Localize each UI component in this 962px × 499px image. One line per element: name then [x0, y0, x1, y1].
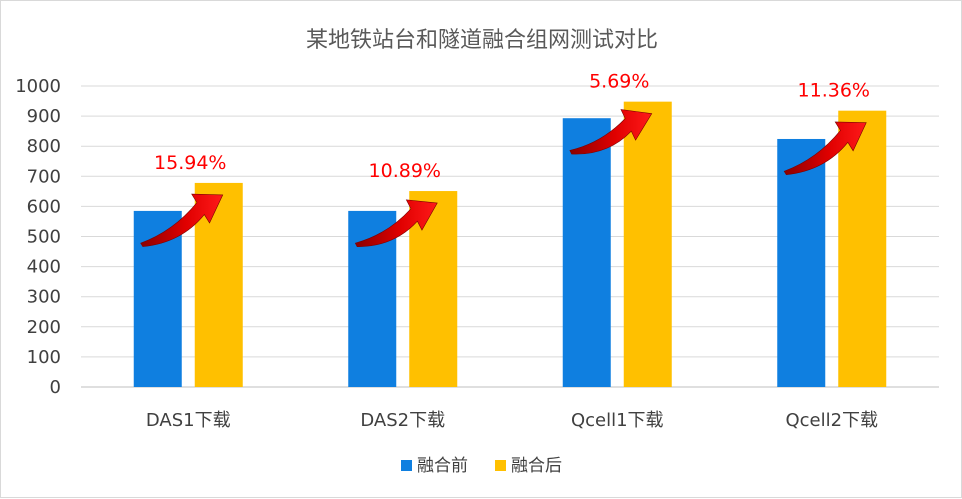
- growth-arrows: [140, 109, 867, 247]
- x-category-label: Qcell2下载: [785, 410, 878, 431]
- legend-swatch-before: [401, 460, 412, 471]
- y-tick-label: 300: [27, 287, 61, 308]
- y-tick-label: 1000: [15, 76, 61, 97]
- growth-annotations: 15.94% 10.89% 5.69% 11.36%: [154, 71, 870, 182]
- y-tick-label: 700: [27, 166, 61, 187]
- bar-before: [562, 118, 611, 387]
- growth-percentage-label: 11.36%: [798, 80, 870, 102]
- growth-percentage-label: 10.89%: [369, 160, 441, 182]
- legend-label: 融合后: [511, 456, 562, 476]
- x-category-label: Qcell1下载: [571, 410, 664, 431]
- x-category-label: DAS1下载: [146, 410, 231, 431]
- bar-before: [777, 138, 826, 387]
- x-category-label: DAS2下载: [360, 410, 445, 431]
- y-tick-label: 400: [27, 257, 61, 278]
- y-tick-label: 800: [27, 136, 61, 157]
- growth-arrow: [783, 121, 867, 175]
- bar-after: [409, 191, 458, 387]
- y-tick-label: 500: [27, 227, 61, 248]
- y-tick-label: 0: [50, 377, 61, 398]
- x-axis-categories: DAS1下载 DAS2下载 Qcell1下载 Qcell2下载: [146, 410, 878, 431]
- y-tick-label: 900: [27, 106, 61, 127]
- legend-swatch-after: [495, 460, 506, 471]
- y-tick-label: 100: [27, 347, 61, 368]
- legend-label: 融合前: [417, 456, 468, 476]
- growth-arrow: [569, 109, 653, 155]
- legend: 融合前 融合后: [401, 456, 562, 476]
- bar-after: [623, 101, 672, 387]
- growth-arrow: [354, 199, 438, 247]
- y-tick-label: 200: [27, 317, 61, 338]
- chart-title: 某地铁站台和隧道融合组网测试对比: [306, 28, 658, 53]
- growth-percentage-label: 5.69%: [589, 71, 649, 93]
- y-tick-label: 600: [27, 196, 61, 217]
- bars: [133, 101, 887, 387]
- growth-percentage-label: 15.94%: [154, 152, 226, 174]
- y-axis-ticks: 0 100 200 300 400 500 600 700 800 900 1000: [15, 76, 61, 398]
- bar-after: [838, 110, 887, 387]
- growth-arrow: [140, 193, 224, 247]
- bar-after: [194, 182, 243, 387]
